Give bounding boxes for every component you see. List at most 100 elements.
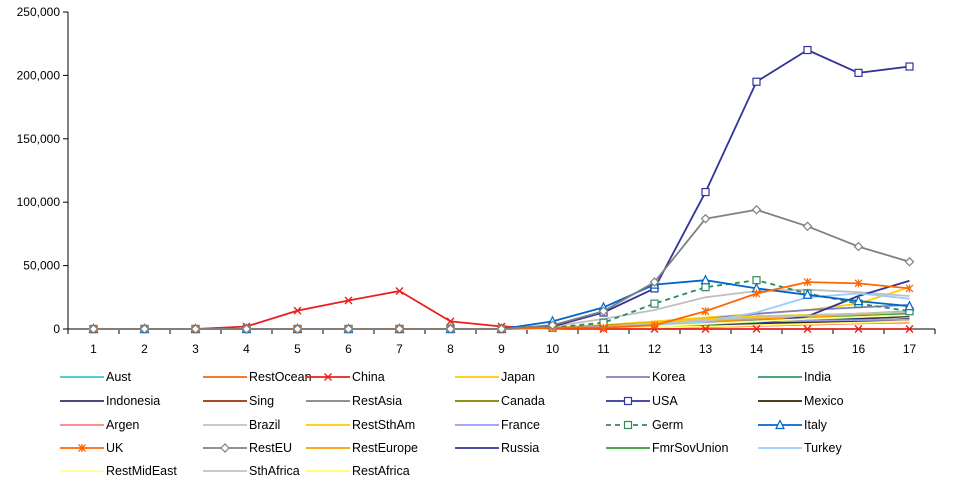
legend-label: RestEU [249,441,292,455]
legend-label: RestMidEast [106,464,177,478]
legend-item-india: India [758,370,831,384]
data-point-resteu [190,324,201,334]
legend-item-brazil: Brazil [203,418,280,432]
legend-item-china: China [306,370,385,384]
series-resteu [88,204,915,334]
legend-item-canada: Canada [455,394,545,408]
legend-item-indonesia: Indonesia [60,394,160,408]
legend-item-restafrica: RestAfrica [306,464,410,478]
data-point-resteu [547,320,558,331]
data-point-italy [700,274,711,285]
legend-label: RestAfrica [352,464,410,478]
legend-label: Aust [106,370,132,384]
data-point-usa [803,45,812,55]
data-point-resteu [904,256,915,267]
legend-item-argen: Argen [60,418,139,432]
data-point-china [854,325,863,333]
x-tick-label: 10 [546,342,560,356]
legend-item-fmrsovunion: FmrSovUnion [606,441,728,455]
x-tick-label: 4 [243,342,250,356]
y-tick-label: 150,000 [17,132,61,146]
legend-label: India [804,370,831,384]
data-point-resteu [802,221,813,232]
y-tick-label: 200,000 [17,68,61,82]
legend-item-japan: Japan [455,370,535,384]
y-axis-ticks: 0 50,000 100,000 150,000 200,000 250,000 [17,5,68,336]
x-tick-label: 11 [597,342,610,356]
legend: Aust RestOcean China Japan Korea India Indones… [60,370,844,478]
x-tick-label: 12 [648,342,662,356]
data-point-resteu [853,241,864,252]
legend-item-restasia: RestAsia [306,394,402,408]
data-point-china [293,306,302,315]
data-point-usa [752,77,761,86]
data-point-china [905,325,914,333]
x-tick-label: 2 [141,342,148,356]
data-point-uk [905,284,914,293]
data-point-resteu [241,324,252,334]
legend-item-russia: Russia [455,441,539,455]
x-tick-label: 8 [447,342,454,356]
legend-item-sing: Sing [203,394,274,408]
data-point-resteu [88,324,99,334]
legend-item-reststham: RestSthAm [306,418,415,432]
x-tick-label: 5 [294,342,301,356]
x-tick-label: 13 [699,342,713,356]
legend-marker [775,419,785,430]
data-point-resteu [598,306,609,317]
legend-marker [623,396,633,406]
legend-label: UK [106,441,124,455]
data-point-italy [853,295,864,306]
legend-item-italy: Italy [758,418,828,432]
data-point-china [446,317,455,326]
data-point-usa [854,68,863,77]
data-point-usa [701,187,710,197]
data-point-china [395,286,404,295]
legend-marker [623,420,633,430]
chart-axes [67,12,935,330]
x-tick-label: 7 [396,342,403,356]
y-tick-label: 250,000 [17,5,61,19]
data-point-resteu [649,277,660,287]
legend-label: Brazil [249,418,280,432]
data-point-resteu [343,324,354,334]
data-point-resteu [496,324,507,334]
legend-label: RestSthAm [352,418,415,432]
legend-item-germ: Germ [606,418,683,432]
legend-marker [324,373,332,381]
legend-label: Sing [249,394,274,408]
data-point-uk [650,321,659,330]
data-point-resteu [700,213,711,224]
x-tick-label: 9 [498,342,505,356]
data-point-uk [599,323,608,332]
x-tick-label: 14 [750,342,764,356]
legend-item-uk: UK [60,441,124,455]
legend-label: Japan [501,370,535,384]
data-point-uk [752,289,761,298]
data-point-italy [802,288,813,299]
data-point-resteu [751,204,762,215]
legend-label: China [352,370,385,384]
data-point-resteu [445,324,456,334]
legend-label: Germ [652,418,683,432]
data-point-germ [650,299,659,308]
data-point-uk [854,279,863,288]
legend-label: Italy [804,418,828,432]
data-point-uk [701,307,710,316]
legend-label: Korea [652,370,685,384]
legend-item-aust: Aust [60,370,132,384]
legend-label: Russia [501,441,539,455]
legend-label: RestEurope [352,441,418,455]
data-point-italy [904,300,915,311]
legend-label: Canada [501,394,545,408]
data-point-china [344,296,353,305]
x-tick-label: 17 [903,342,917,356]
legend-label: RestOcean [249,370,312,384]
x-axis-ticks: 1 2 3 4 5 6 7 8 9 10 11 12 13 14 15 16 17 [67,329,936,356]
y-tick-label: 50,000 [23,259,60,273]
legend-item-usa: USA [606,394,678,408]
data-point-china [803,325,812,333]
legend-item-korea: Korea [606,370,685,384]
x-tick-label: 1 [90,342,97,356]
legend-item-resteu: RestEU [203,441,292,455]
